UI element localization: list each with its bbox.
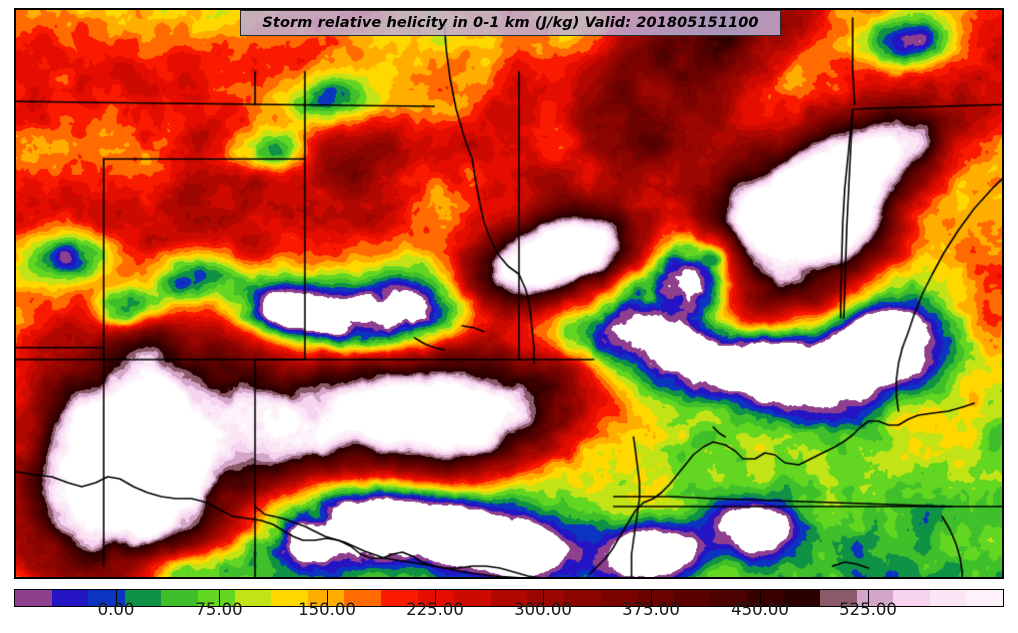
colorbar-segment <box>380 590 418 606</box>
colorbar-tick-labels: 0.00 75.00 150.00 225.00 300.00 375.00 450.00 5… <box>0 600 1018 628</box>
colorbar <box>14 589 1004 607</box>
colorbar-segment <box>454 590 491 606</box>
colorbar-segment <box>563 590 601 606</box>
colorbar-tick-label: 225.00 <box>406 600 464 619</box>
colorbar-gradient <box>14 589 1004 607</box>
colorbar-segment <box>124 590 162 606</box>
colorbar-segment <box>637 590 674 606</box>
colorbar-segment <box>893 590 930 606</box>
colorbar-segment <box>197 590 235 606</box>
helicity-contour-map <box>16 10 1002 577</box>
colorbar-segment <box>710 590 747 606</box>
colorbar-tick-label: 375.00 <box>622 600 680 619</box>
page-title: Storm relative helicity in 0-1 km (J/kg)… <box>262 15 759 31</box>
map-panel <box>14 8 1004 579</box>
colorbar-segment <box>344 590 381 606</box>
colorbar-tick-label: 450.00 <box>731 600 789 619</box>
colorbar-segment <box>527 590 564 606</box>
colorbar-tick-label: 0.00 <box>97 600 135 619</box>
colorbar-segment <box>820 590 857 606</box>
colorbar-segment <box>271 590 308 606</box>
colorbar-segment <box>307 590 345 606</box>
colorbar-segment <box>929 590 967 606</box>
colorbar-segment <box>966 590 1003 606</box>
colorbar-tick-label: 525.00 <box>839 600 897 619</box>
colorbar-segment <box>490 590 528 606</box>
colorbar-segment <box>88 590 125 606</box>
colorbar-segment <box>161 590 198 606</box>
colorbar-segment <box>856 590 894 606</box>
colorbar-segment <box>600 590 638 606</box>
colorbar-tick-label: 75.00 <box>195 600 243 619</box>
colorbar-segment <box>673 590 711 606</box>
colorbar-segment <box>15 590 52 606</box>
colorbar-segment <box>746 590 784 606</box>
colorbar-tick-label: 300.00 <box>514 600 572 619</box>
colorbar-segment <box>783 590 821 606</box>
map-title-box: Storm relative helicity in 0-1 km (J/kg)… <box>240 10 781 36</box>
colorbar-segment <box>51 590 89 606</box>
colorbar-tick-label: 150.00 <box>298 600 356 619</box>
colorbar-segment <box>234 590 272 606</box>
